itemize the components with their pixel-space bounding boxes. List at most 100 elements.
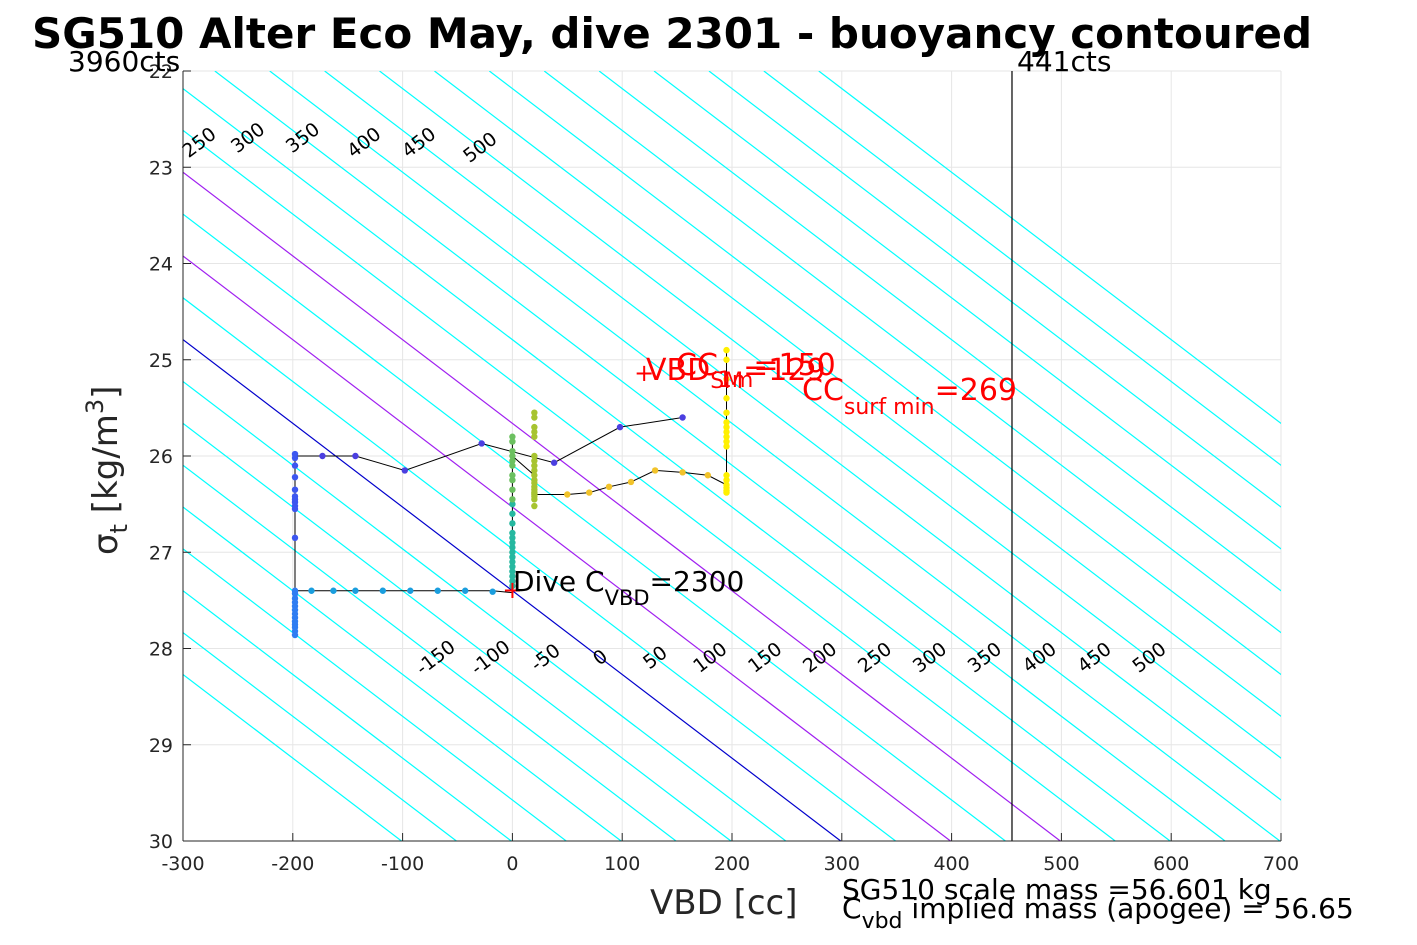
data-point-7-4 (651, 467, 659, 474)
data-point-6-2 (531, 423, 538, 431)
y-tick-label-4: 26 (149, 446, 173, 468)
contour-line-16 (269, 71, 1281, 841)
cc-surf-min-annotation: CCsurf min=269 (802, 373, 1017, 420)
data-point-8-7 (723, 428, 730, 436)
data-point-5-0 (509, 496, 516, 503)
contour-label-top-18: 500 (459, 128, 501, 167)
data-point-8-1 (723, 356, 730, 363)
contour-line-7 (183, 380, 787, 841)
data-point-5-8 (509, 438, 516, 445)
x-tick-label-8: 500 (1043, 853, 1079, 875)
data-point-6-17 (531, 496, 538, 503)
data-point-8-8 (723, 433, 730, 440)
contour-label-bottom-13: 500 (1128, 638, 1170, 677)
data-point-5-5 (509, 457, 516, 465)
contour-line-21 (543, 71, 1281, 634)
data-point-7-6 (704, 472, 712, 479)
data-point-1-4 (291, 486, 299, 493)
data-point-5-7 (509, 447, 516, 455)
data-point-3-6 (461, 587, 469, 594)
data-point-8-4 (723, 409, 730, 416)
data-point-6-8 (531, 467, 538, 474)
data-point-8-12 (723, 476, 730, 484)
data-point-3-5 (434, 587, 441, 594)
data-point-4-5 (509, 558, 516, 566)
data-point-7-0 (564, 491, 571, 498)
contour-label-top-16: 400 (343, 123, 385, 162)
contour-label-bottom-1: -100 (467, 636, 515, 680)
contour-line-26 (818, 71, 1281, 425)
data-point-1-10 (291, 534, 299, 542)
data-point-2-1 (291, 590, 299, 597)
data-points: ++ (291, 346, 730, 639)
data-point-4-4 (509, 563, 516, 570)
contour-label-bottom-2: -50 (527, 640, 565, 676)
data-point-1-9 (291, 505, 299, 513)
data-point-7-1 (586, 489, 593, 496)
data-point-4-7 (509, 549, 516, 556)
grid-lines (182, 70, 1282, 842)
data-point-6-0 (531, 409, 538, 416)
data-point-6-3 (531, 428, 538, 436)
data-point-4-1 (509, 577, 516, 585)
contour-label-bottom-8: 250 (854, 638, 896, 677)
contour-label-bottom-12: 450 (1073, 638, 1115, 677)
chart-title: SG510 Alter Eco May, dive 2301 - buoyanc… (32, 9, 1312, 58)
contour-label-bottom-4: 50 (639, 642, 672, 674)
top-right-counts: 441cts (1017, 45, 1111, 78)
data-point-0-3 (478, 440, 485, 447)
data-point-0-6 (319, 452, 326, 460)
data-point-6-7 (531, 462, 538, 469)
data-point-0-0 (679, 414, 686, 421)
y-axis-label: σt [kg/m3] (81, 386, 133, 555)
contour-line-5 (183, 464, 677, 841)
data-point-7-2 (605, 483, 613, 490)
data-point-1-2 (291, 462, 299, 469)
data-point-8-0 (723, 346, 730, 354)
contour-line-19 (434, 71, 1281, 718)
vbd-sm-annotation: VBDSM=129 (646, 353, 826, 394)
data-point-6-4 (531, 433, 538, 440)
y-axis-label-unit: [kg/m (86, 414, 126, 524)
y-tick-label-8: 30 (149, 831, 173, 853)
data-point-0-4 (401, 467, 408, 474)
data-point-4-10 (509, 534, 516, 542)
contour-label-bottom-0: -150 (412, 636, 460, 680)
data-point-4-9 (509, 539, 516, 546)
data-point-8-6 (723, 423, 730, 431)
data-point-6-9 (531, 472, 538, 479)
contour-line-2 (183, 589, 512, 841)
contour-line-9 (183, 297, 896, 841)
contour-line-6 (183, 422, 732, 841)
data-point-5-1 (509, 486, 516, 493)
data-point-4-2 (509, 573, 516, 580)
y-tick-label-3: 25 (149, 350, 173, 372)
data-point-8-2 (723, 375, 730, 383)
data-point-4-6 (509, 553, 516, 561)
contour-line-3 (183, 548, 567, 841)
data-point-2-12 (291, 631, 299, 639)
y-tick-label-2: 24 (149, 254, 173, 276)
y-axis-ticks: 22 23 24 25 26 27 28 29 30 (149, 61, 191, 853)
data-point-5-9 (509, 433, 516, 440)
data-point-4-0 (509, 582, 516, 590)
contour-line-24 (708, 71, 1281, 508)
contour-line-11 (183, 213, 1006, 841)
data-point-8-3 (723, 395, 730, 402)
marker-1: + (634, 359, 654, 387)
x-axis-label: VBD [cc] (650, 883, 798, 923)
x-tick-label-2: -100 (381, 853, 424, 875)
contour-line-1 (183, 631, 457, 841)
data-point-3-4 (407, 587, 414, 594)
data-point-0-1 (616, 423, 624, 431)
data-point-5-3 (509, 472, 516, 479)
data-point-3-1 (330, 587, 337, 594)
top-left-counts: 3960cts (68, 45, 180, 78)
data-point-6-5 (531, 452, 538, 460)
data-point-0-2 (550, 459, 558, 466)
x-tick-label-7: 400 (933, 853, 969, 875)
data-point-8-16 (723, 489, 730, 496)
contour-line-0 (183, 673, 402, 841)
data-point-7-5 (679, 469, 686, 476)
